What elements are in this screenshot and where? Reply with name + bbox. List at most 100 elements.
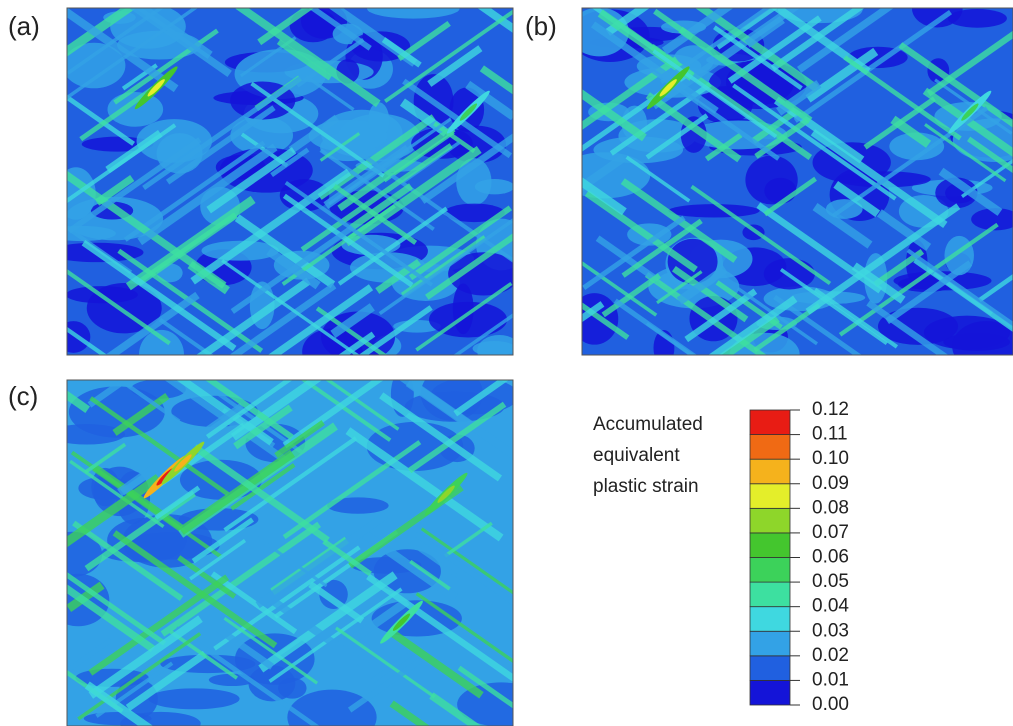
- shear-band: [345, 427, 504, 542]
- shear-band: [221, 259, 370, 355]
- shear-band: [160, 521, 321, 637]
- panel-label: (b): [525, 11, 557, 41]
- map-region: [452, 283, 474, 335]
- shear-band: [337, 125, 456, 212]
- map-region: [327, 497, 389, 514]
- shear-band: [69, 459, 165, 529]
- shear-band: [89, 396, 230, 496]
- shear-band: [370, 642, 426, 684]
- shear-band: [347, 657, 423, 713]
- shear-band: [961, 156, 1013, 198]
- shear-band: [362, 530, 459, 602]
- shear-band: [335, 626, 436, 699]
- shear-band: [192, 444, 330, 544]
- shear-band: [230, 463, 296, 511]
- shear-band: [453, 380, 513, 417]
- shear-band: [427, 45, 483, 87]
- map-region: [742, 224, 765, 241]
- shear-band: [112, 530, 278, 649]
- shear-band: [268, 587, 403, 683]
- shear-band: [87, 380, 141, 408]
- shear-band: [223, 616, 319, 685]
- contour-map: [67, 8, 513, 355]
- shear-band: [582, 223, 658, 317]
- shear-band: [67, 581, 105, 613]
- colorbar-band: [749, 507, 791, 534]
- colorbar-tick-label: 0.07: [812, 522, 849, 543]
- shear-band: [300, 143, 453, 252]
- shear-band: [269, 380, 400, 431]
- shear-band: [136, 212, 238, 286]
- map-region: [474, 179, 513, 195]
- colorbar-tick-label: 0.12: [812, 399, 849, 420]
- shear-band: [84, 681, 173, 726]
- shear-band: [274, 380, 392, 442]
- map-border: [66, 7, 514, 356]
- shear-band: [613, 298, 717, 355]
- shear-band: [257, 8, 348, 46]
- shear-band: [84, 442, 127, 474]
- shear-band: [584, 190, 698, 273]
- map-region: [67, 42, 126, 89]
- shear-band: [409, 559, 451, 591]
- map-region: [278, 677, 307, 699]
- map-region: [952, 320, 1013, 355]
- shear-band: [182, 277, 311, 355]
- shear-band: [457, 665, 513, 723]
- map-region: [477, 334, 513, 355]
- shear-band: [926, 8, 1013, 97]
- shear-band: [708, 315, 780, 355]
- shear-band: [885, 260, 973, 324]
- shear-band: [337, 206, 448, 286]
- shear-band: [813, 287, 899, 349]
- panel-label: (a): [8, 11, 40, 41]
- shear-band: [407, 401, 507, 474]
- shear-band: [88, 615, 203, 699]
- shear-band: [216, 626, 275, 670]
- shear-band: [261, 8, 372, 51]
- shear-band: [154, 485, 201, 520]
- shear-band: [343, 145, 482, 247]
- shear-band: [165, 105, 276, 185]
- map-region: [745, 155, 798, 205]
- shear-band: [625, 155, 691, 203]
- shear-band: [189, 539, 247, 581]
- shear-band: [274, 420, 325, 458]
- shear-band: [125, 650, 208, 711]
- shear-band: [67, 8, 208, 102]
- map-region: [889, 132, 945, 161]
- shear-band: [753, 303, 821, 353]
- shear-band: [601, 273, 662, 318]
- shear-band: [67, 8, 168, 76]
- shear-band: [913, 258, 1013, 338]
- map-region: [952, 118, 1013, 162]
- colorbar-band: [749, 655, 791, 681]
- shear-band: [330, 303, 375, 339]
- shear-band: [479, 65, 513, 103]
- shear-band: [378, 200, 513, 316]
- shear-band: [779, 268, 888, 346]
- shear-band: [155, 380, 294, 440]
- shear-band: [751, 109, 798, 144]
- shear-band: [317, 114, 436, 200]
- hot-spot: [174, 454, 192, 472]
- shear-band: [379, 392, 503, 482]
- colorbar-band: [749, 581, 791, 608]
- shear-band: [174, 626, 341, 726]
- shear-band: [449, 294, 513, 355]
- shear-band: [433, 121, 476, 154]
- colorbar-tick-label: 0.10: [812, 448, 849, 469]
- shear-band: [142, 75, 303, 190]
- map-region: [668, 204, 760, 218]
- shear-band: [690, 184, 832, 285]
- colorbar-tick-label: 0.05: [812, 571, 849, 592]
- hot-spot: [961, 103, 979, 121]
- shear-band: [381, 37, 422, 68]
- map-region: [139, 329, 184, 355]
- shear-band: [349, 183, 413, 231]
- shear-band: [258, 571, 398, 673]
- colorbar-band: [749, 680, 791, 706]
- shear-band: [158, 317, 246, 355]
- shear-band: [262, 591, 372, 672]
- map-region: [971, 208, 1013, 231]
